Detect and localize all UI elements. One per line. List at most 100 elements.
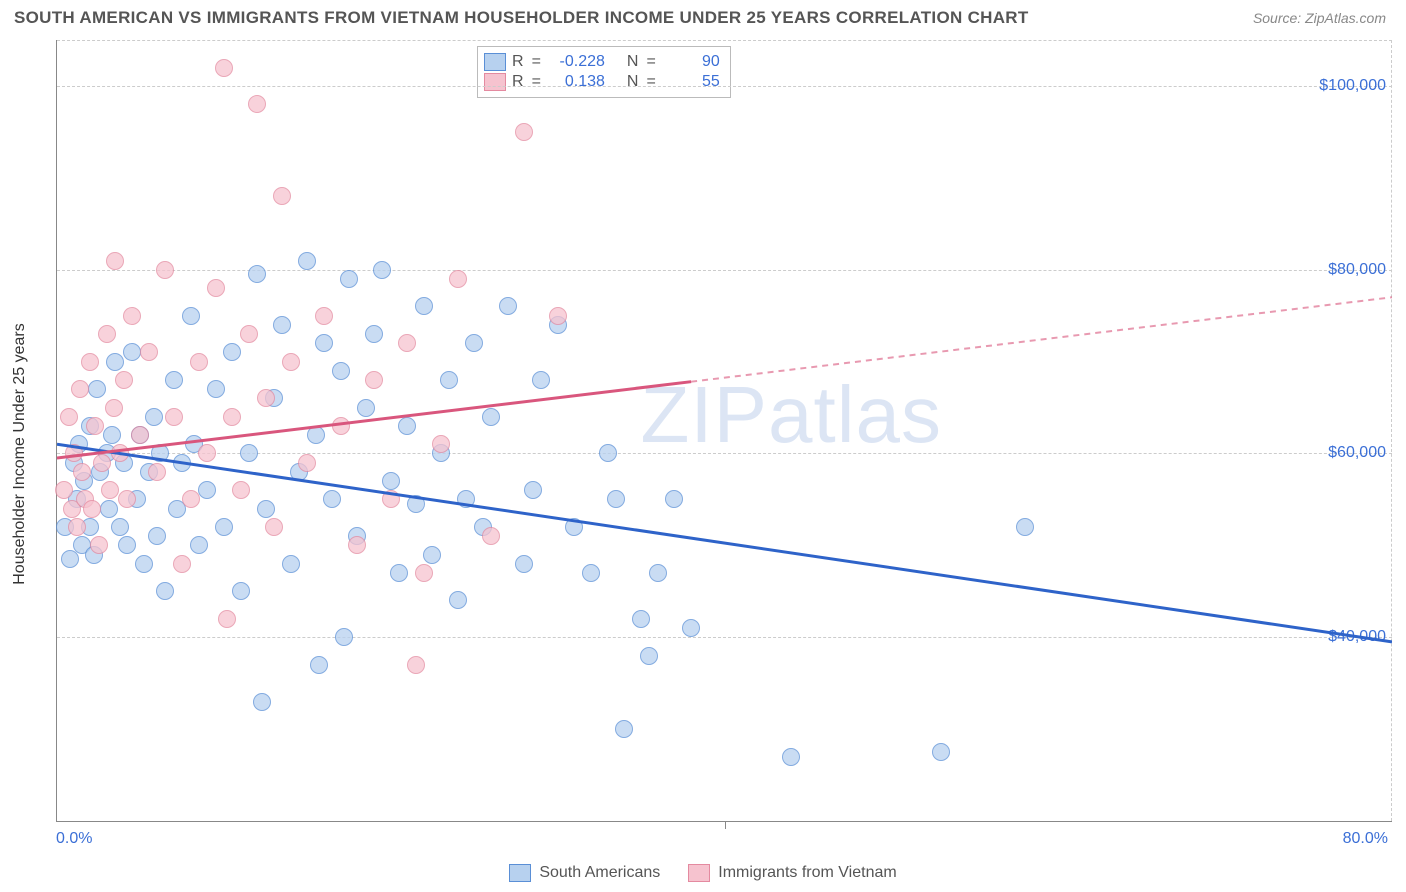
trend-line-south_americans xyxy=(57,444,1392,642)
scatter-point-vietnam xyxy=(73,463,91,481)
scatter-point-south_americans xyxy=(148,527,166,545)
gridline-h xyxy=(57,637,1392,638)
stat-n-value-0: 90 xyxy=(664,53,720,71)
scatter-point-vietnam xyxy=(90,536,108,554)
scatter-point-south_americans xyxy=(298,252,316,270)
scatter-point-vietnam xyxy=(81,353,99,371)
bottom-legend: South Americans Immigrants from Vietnam xyxy=(0,864,1406,882)
scatter-point-vietnam xyxy=(449,270,467,288)
gridline-h xyxy=(57,86,1392,87)
scatter-point-vietnam xyxy=(240,325,258,343)
scatter-point-south_americans xyxy=(315,334,333,352)
x-axis-min-label: 0.0% xyxy=(56,830,92,848)
scatter-point-vietnam xyxy=(482,527,500,545)
scatter-point-vietnam xyxy=(398,334,416,352)
stat-label-n: N xyxy=(627,53,639,71)
watermark-text: ZIPatlas xyxy=(641,369,942,461)
scatter-point-vietnam xyxy=(55,481,73,499)
stat-n-value-1: 55 xyxy=(664,73,720,91)
scatter-point-vietnam xyxy=(140,343,158,361)
y-tick-label: $100,000 xyxy=(1319,77,1386,95)
scatter-point-vietnam xyxy=(218,610,236,628)
chart-container: Householder Income Under 25 years ZIPatl… xyxy=(14,40,1392,850)
scatter-point-south_americans xyxy=(335,628,353,646)
scatter-point-south_americans xyxy=(145,408,163,426)
x-axis-max-label: 80.0% xyxy=(1343,830,1388,848)
scatter-point-south_americans xyxy=(415,297,433,315)
scatter-point-vietnam xyxy=(348,536,366,554)
scatter-point-vietnam xyxy=(123,307,141,325)
scatter-point-south_americans xyxy=(282,555,300,573)
scatter-point-south_americans xyxy=(373,261,391,279)
scatter-point-vietnam xyxy=(156,261,174,279)
y-tick-label: $40,000 xyxy=(1328,628,1386,646)
scatter-point-south_americans xyxy=(582,564,600,582)
scatter-point-south_americans xyxy=(232,582,250,600)
scatter-point-vietnam xyxy=(515,123,533,141)
scatter-point-south_americans xyxy=(240,444,258,462)
scatter-point-vietnam xyxy=(65,444,83,462)
scatter-point-south_americans xyxy=(365,325,383,343)
stat-r-value-0: -0.228 xyxy=(549,53,605,71)
legend-label-0: South Americans xyxy=(539,864,660,882)
scatter-point-south_americans xyxy=(88,380,106,398)
plot-area: ZIPatlas R = -0.228 N = 90 R = 0.138 N = xyxy=(56,40,1392,822)
scatter-point-south_americans xyxy=(106,353,124,371)
legend-label-1: Immigrants from Vietnam xyxy=(718,864,896,882)
stat-r-value-1: 0.138 xyxy=(549,73,605,91)
scatter-point-south_americans xyxy=(449,591,467,609)
scatter-point-vietnam xyxy=(111,444,129,462)
scatter-point-south_americans xyxy=(182,307,200,325)
x-tick xyxy=(725,821,726,829)
scatter-point-vietnam xyxy=(165,408,183,426)
scatter-point-vietnam xyxy=(131,426,149,444)
swatch-series-1 xyxy=(484,73,506,91)
scatter-point-vietnam xyxy=(101,481,119,499)
scatter-point-south_americans xyxy=(524,481,542,499)
scatter-point-vietnam xyxy=(182,490,200,508)
stat-label-r: R xyxy=(512,73,524,91)
scatter-point-vietnam xyxy=(432,435,450,453)
gridline-h xyxy=(57,40,1392,41)
scatter-point-vietnam xyxy=(315,307,333,325)
scatter-point-south_americans xyxy=(123,343,141,361)
scatter-point-south_americans xyxy=(215,518,233,536)
scatter-point-south_americans xyxy=(118,536,136,554)
scatter-point-south_americans xyxy=(565,518,583,536)
stat-label-r: R xyxy=(512,53,524,71)
trend-line-extrapolated-vietnam xyxy=(691,297,1392,381)
legend-swatch-0 xyxy=(509,864,531,882)
legend-item-0: South Americans xyxy=(509,864,660,882)
scatter-point-vietnam xyxy=(265,518,283,536)
equals-sign: = xyxy=(532,53,541,71)
scatter-point-south_americans xyxy=(599,444,617,462)
legend-item-1: Immigrants from Vietnam xyxy=(688,864,896,882)
scatter-point-south_americans xyxy=(135,555,153,573)
y-tick-label: $80,000 xyxy=(1328,261,1386,279)
scatter-point-south_americans xyxy=(100,500,118,518)
scatter-point-south_americans xyxy=(640,647,658,665)
scatter-point-vietnam xyxy=(106,252,124,270)
scatter-point-vietnam xyxy=(248,95,266,113)
scatter-point-vietnam xyxy=(273,187,291,205)
scatter-point-south_americans xyxy=(382,472,400,490)
scatter-point-south_americans xyxy=(440,371,458,389)
scatter-point-south_americans xyxy=(465,334,483,352)
scatter-point-south_americans xyxy=(307,426,325,444)
scatter-point-vietnam xyxy=(190,353,208,371)
scatter-point-south_americans xyxy=(323,490,341,508)
scatter-point-vietnam xyxy=(115,371,133,389)
scatter-point-vietnam xyxy=(407,656,425,674)
scatter-point-south_americans xyxy=(932,743,950,761)
scatter-point-south_americans xyxy=(156,582,174,600)
scatter-point-south_americans xyxy=(649,564,667,582)
scatter-point-vietnam xyxy=(198,444,216,462)
scatter-point-south_americans xyxy=(482,408,500,426)
equals-sign: = xyxy=(646,53,655,71)
scatter-point-vietnam xyxy=(148,463,166,481)
scatter-point-south_americans xyxy=(190,536,208,554)
scatter-point-vietnam xyxy=(332,417,350,435)
y-tick-label: $60,000 xyxy=(1328,444,1386,462)
equals-sign: = xyxy=(532,73,541,91)
scatter-point-south_americans xyxy=(111,518,129,536)
